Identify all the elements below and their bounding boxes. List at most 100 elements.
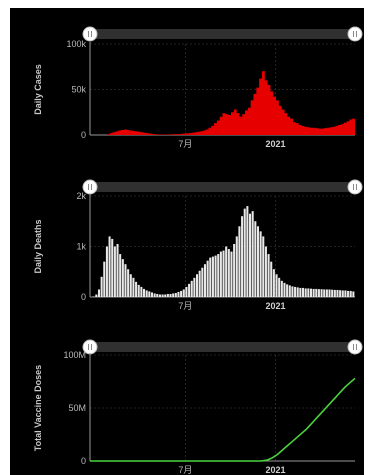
deaths-bar [251,211,254,297]
deaths-bar [129,274,132,297]
deaths-bar [278,277,281,297]
cases-area [90,71,355,135]
vaccine-y-tick-label: 100M [63,350,86,360]
deaths-bar [349,290,352,297]
deaths-bar [241,216,244,297]
deaths-bar [233,243,236,297]
deaths-bar [230,251,233,297]
deaths-bar [193,277,196,297]
chart-frame: 0 50k 100k 7月 2021 Daily Cases 0 1k 2k 7月 2021 Dail… [10,8,364,475]
deaths-bar [325,289,328,297]
deaths-bar [299,287,302,297]
deaths-bar [206,260,209,297]
deaths-bar [307,288,310,297]
vaccine-slider-right-handle[interactable] [347,339,363,355]
deaths-bar [312,288,315,297]
deaths-bar [169,293,172,297]
deaths-bar [275,274,278,297]
deaths-bar [143,288,146,297]
cases-slider-right-handle[interactable] [347,26,363,42]
deaths-bar [108,236,111,297]
deaths-x-tick-label: 2021 [265,301,285,311]
vaccine-range-slider[interactable] [90,342,355,352]
deaths-bar [103,261,106,297]
deaths-bar [127,269,130,297]
vaccine-line [90,377,356,462]
deaths-slider-right-handle[interactable] [347,179,363,195]
deaths-bar [249,213,252,297]
deaths-bar [137,284,140,297]
deaths-bar [222,250,225,297]
cases-x-tick-label: 7月 [178,139,192,149]
deaths-x-tick-label: 7月 [178,301,192,311]
deaths-bar [304,288,307,297]
cases-slider-left-handle[interactable] [82,26,98,42]
deaths-bar [177,291,180,297]
deaths-bar [331,289,334,297]
cases-range-slider[interactable] [90,29,355,39]
deaths-bar [344,290,347,297]
deaths-bar [302,287,305,297]
deaths-bar [328,289,331,297]
deaths-bar [100,276,103,297]
cases-y-tick-label: 50k [71,85,86,95]
deaths-bar [339,290,342,297]
deaths-bar [333,289,336,297]
cases-y-axis-label: Daily Cases [33,64,43,115]
deaths-bar [262,236,265,297]
deaths-bar [296,287,299,297]
vaccine-y-tick-label: 50M [68,403,86,413]
deaths-bar [246,206,249,297]
deaths-bar [166,293,169,297]
deaths-bar [124,264,127,297]
deaths-bar [145,290,148,297]
deaths-bar [214,255,217,297]
deaths-bar [288,285,291,297]
deaths-bar [148,291,151,297]
deaths-bar [309,288,312,297]
deaths-bar [209,257,212,297]
vaccine-x-tick-label: 7月 [178,465,192,475]
deaths-bar [341,290,344,297]
deaths-bar [243,208,246,298]
deaths-bar [119,254,122,297]
deaths-bar [259,231,262,297]
cases-x-tick-label: 2021 [265,139,285,149]
deaths-bar [158,294,161,297]
deaths-bar [116,243,119,297]
deaths-bar [203,264,206,297]
deaths-y-axis-label: Daily Deaths [33,219,43,273]
deaths-bar [188,283,191,297]
vaccine-y-axis-label: Total Vaccine Doses [33,365,43,451]
deaths-bar [254,221,257,297]
deaths-bar [135,281,138,297]
charts-canvas: 0 50k 100k 7月 2021 Daily Cases 0 1k 2k 7月 2021 Dail… [33,26,363,475]
deaths-bar [164,294,167,297]
deaths-bar [97,289,100,297]
deaths-bar [256,226,259,297]
deaths-bar [180,290,183,297]
deaths-bar [317,289,320,297]
vaccine-chart: 0 50M 100M 7月 2021 Total Vaccine Doses [33,339,363,475]
cases-y-tick-label: 0 [81,130,86,140]
deaths-bar [347,290,350,297]
deaths-bar [198,270,201,297]
deaths-bar [150,292,153,297]
deaths-bar [201,267,204,297]
deaths-bar [121,259,124,298]
deaths-bar [156,293,159,297]
deaths-range-slider[interactable] [90,182,355,192]
deaths-bar [190,280,193,297]
deaths-bar [315,288,318,297]
deaths-bar [111,238,114,297]
deaths-bar [174,292,177,297]
deaths-bar [182,289,185,297]
deaths-bar [294,286,297,297]
deaths-bar [272,269,275,297]
deaths-bar [219,251,222,297]
deaths-bar [291,286,294,297]
deaths-bar [286,284,289,298]
vaccine-y-tick-label: 0 [81,456,86,466]
deaths-bar [264,246,267,297]
deaths-bar [172,293,175,297]
